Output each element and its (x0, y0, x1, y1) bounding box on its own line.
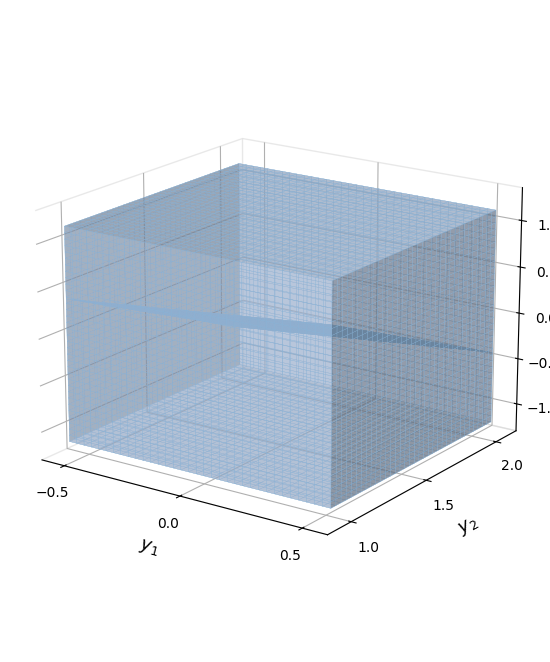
Y-axis label: $y_2$: $y_2$ (456, 514, 482, 540)
X-axis label: $y_1$: $y_1$ (138, 537, 161, 559)
